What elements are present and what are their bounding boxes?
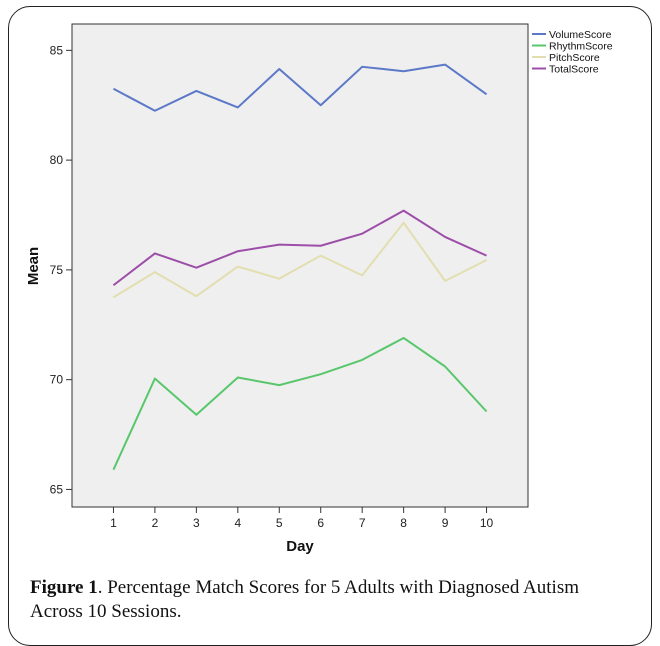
caption-label: Figure 1 (30, 577, 98, 598)
legend-label-rhythmscore: RhythmScore (549, 41, 613, 53)
x-tick-label: 7 (359, 516, 366, 530)
legend: VolumeScoreRhythmScorePitchScoreTotalSco… (532, 29, 613, 76)
x-tick-label: 9 (442, 516, 449, 530)
line-chart: 65 70 75 80 85 1 2 3 4 5 6 7 8 9 10 VolumeScoreRhythm… (0, 0, 660, 626)
figure-caption: Figure 1. Percentage Match Scores for 5 … (30, 576, 630, 624)
x-tick-label: 3 (193, 516, 200, 530)
y-tick-label: 65 (50, 482, 64, 496)
x-tick-label: 2 (152, 516, 159, 530)
y-tick-label: 80 (50, 153, 64, 167)
caption-text: . Percentage Match Scores for 5 Adults w… (30, 577, 579, 622)
x-tick-label: 4 (234, 516, 241, 530)
legend-label-totalscore: TotalScore (549, 64, 599, 76)
x-tick-label: 6 (317, 516, 324, 530)
x-tick-label: 1 (110, 516, 117, 530)
y-axis: 65 70 75 80 85 (50, 43, 72, 496)
x-axis: 1 2 3 4 5 6 7 8 9 10 (110, 507, 493, 530)
legend-label-pitchscore: PitchScore (549, 52, 600, 64)
x-tick-label: 10 (480, 516, 494, 530)
y-tick-label: 70 (50, 373, 64, 387)
x-tick-label: 5 (276, 516, 283, 530)
legend-label-volumescore: VolumeScore (549, 29, 612, 41)
y-tick-label: 75 (50, 263, 64, 277)
x-axis-label: Day (286, 538, 314, 555)
x-tick-label: 8 (400, 516, 407, 530)
y-tick-label: 85 (50, 43, 64, 57)
y-axis-label: Mean (25, 247, 42, 285)
